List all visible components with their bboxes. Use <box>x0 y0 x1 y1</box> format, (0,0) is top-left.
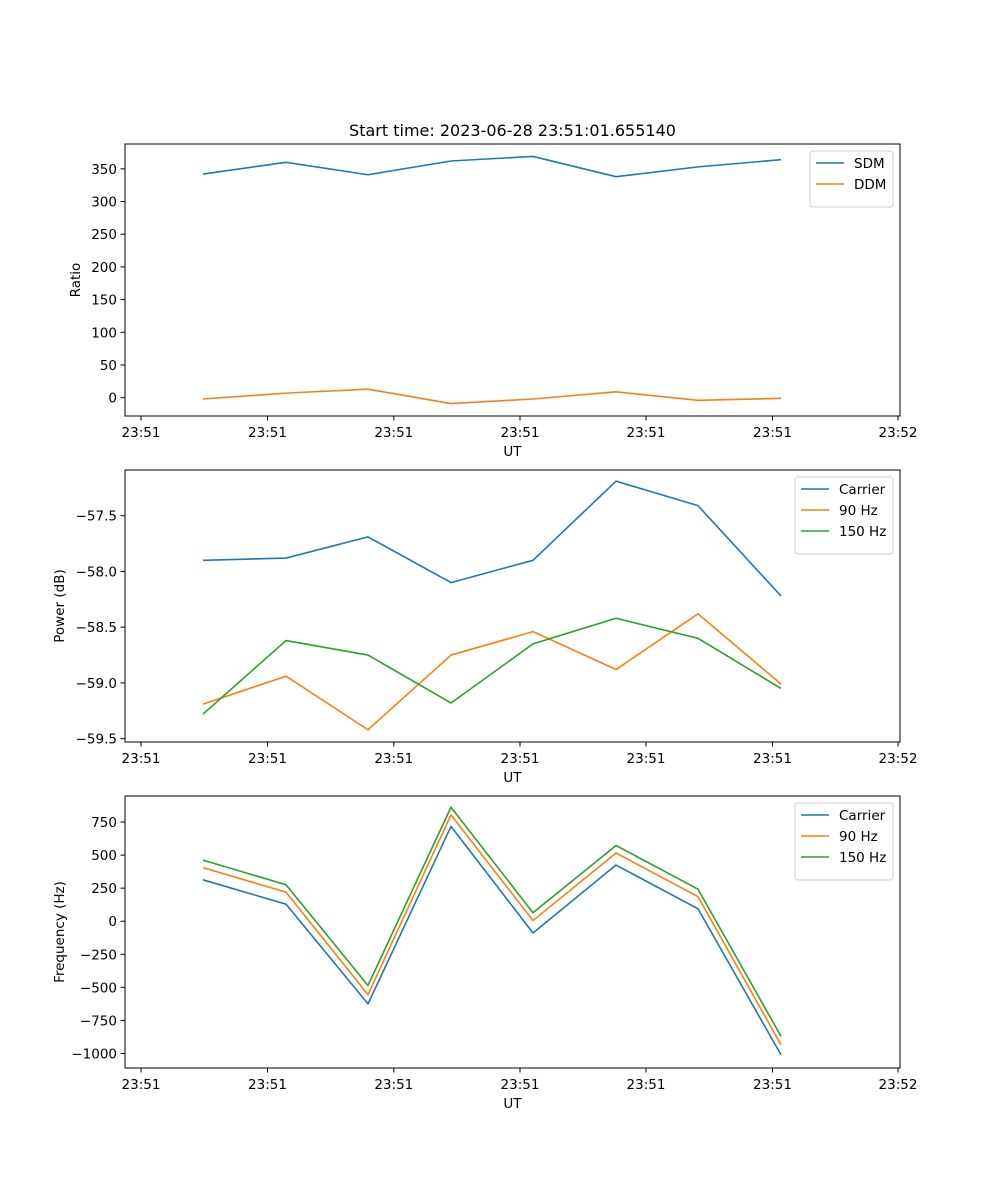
x-tick-label: 23:51 <box>753 751 792 767</box>
y-tick-label: 300 <box>91 195 117 211</box>
y-axis-label: Ratio <box>68 263 84 298</box>
legend-box <box>794 476 894 555</box>
figure-title: Start time: 2023-06-28 23:51:01.655140 <box>349 121 676 140</box>
series-line-90-hz <box>202 612 782 731</box>
y-tick-label: 500 <box>91 848 117 864</box>
legend: Carrier 90 Hz 150 Hz <box>794 476 894 555</box>
y-tick-label: −58.0 <box>76 564 117 580</box>
x-tick-label: 23:51 <box>248 751 287 767</box>
series-line-90-hz <box>202 814 782 1046</box>
y-tick-label: −750 <box>80 1013 117 1029</box>
series-line-ddm <box>202 388 782 405</box>
x-axis-label: UT <box>503 1096 522 1112</box>
y-tick-label: −57.5 <box>76 509 117 525</box>
y-tick-label: 50 <box>100 358 117 374</box>
x-tick-label: 23:51 <box>122 751 161 767</box>
y-axis-label: Power (dB) <box>52 569 68 642</box>
chart-panel-2: 23:51 23:51 23:51 23:51 23:51 23:51 23:52 −59.5… <box>52 469 918 786</box>
x-tick-label: 23:52 <box>879 1077 918 1093</box>
x-tick-label: 23:51 <box>248 425 287 441</box>
y-tick-label: 350 <box>91 162 117 178</box>
x-tick-label: 23:51 <box>374 1077 413 1093</box>
y-tick-label: −59.5 <box>76 732 117 748</box>
y-tick-label: −250 <box>80 947 117 963</box>
legend-label: DDM <box>854 177 886 193</box>
series-line-150-hz <box>202 806 782 1037</box>
y-tick-label: 200 <box>91 260 117 276</box>
series-line-carrier <box>202 825 782 1056</box>
legend-box <box>794 802 894 881</box>
x-tick-label: 23:51 <box>248 1077 287 1093</box>
legend: SDM DDM <box>809 150 894 208</box>
y-tick-label: −58.5 <box>76 620 117 636</box>
axes-frame <box>124 143 901 417</box>
y-axis-label: Frequency (Hz) <box>52 881 68 983</box>
series-line-carrier <box>202 480 782 597</box>
legend-label: 90 Hz <box>839 829 878 845</box>
x-tick-label: 23:51 <box>501 751 540 767</box>
axes-frame <box>124 795 901 1069</box>
x-tick-label: 23:51 <box>501 1077 540 1093</box>
x-tick-label: 23:52 <box>879 751 918 767</box>
axes-frame <box>124 469 901 743</box>
legend-box <box>809 150 894 208</box>
y-tick-label: 0 <box>108 391 117 407</box>
chart-panel-1: 23:51 23:51 23:51 23:51 23:51 23:51 23:52 0 50 10… <box>68 143 918 460</box>
chart-panel-3: 23:51 23:51 23:51 23:51 23:51 23:51 23:52 −1000… <box>52 795 918 1112</box>
legend-label: 150 Hz <box>839 850 886 866</box>
x-tick-label: 23:51 <box>374 751 413 767</box>
y-tick-label: −500 <box>80 980 117 996</box>
series-line-150-hz <box>202 617 782 715</box>
y-tick-label: 250 <box>91 227 117 243</box>
y-tick-label: −1000 <box>71 1046 117 1062</box>
legend-label: 150 Hz <box>839 524 886 540</box>
x-tick-label: 23:51 <box>374 425 413 441</box>
x-tick-label: 23:51 <box>627 751 666 767</box>
y-tick-label: 150 <box>91 293 117 309</box>
y-tick-label: −59.0 <box>76 676 117 692</box>
x-tick-label: 23:51 <box>501 425 540 441</box>
x-tick-label: 23:51 <box>627 425 666 441</box>
legend-label: 90 Hz <box>839 503 878 519</box>
y-tick-label: 750 <box>91 815 117 831</box>
legend-label: Carrier <box>839 808 886 824</box>
x-tick-label: 23:51 <box>753 1077 792 1093</box>
x-tick-label: 23:51 <box>122 1077 161 1093</box>
x-axis-label: UT <box>503 770 522 786</box>
legend: Carrier 90 Hz 150 Hz <box>794 802 894 881</box>
y-tick-label: 250 <box>91 881 117 897</box>
x-tick-label: 23:51 <box>122 425 161 441</box>
x-tick-label: 23:51 <box>627 1077 666 1093</box>
series-line-sdm <box>202 155 782 178</box>
y-tick-label: 100 <box>91 325 117 341</box>
y-tick-label: 0 <box>108 914 117 930</box>
x-axis-label: UT <box>503 444 522 460</box>
legend-label: SDM <box>854 156 885 172</box>
x-tick-label: 23:52 <box>879 425 918 441</box>
x-tick-label: 23:51 <box>753 425 792 441</box>
legend-label: Carrier <box>839 482 886 498</box>
